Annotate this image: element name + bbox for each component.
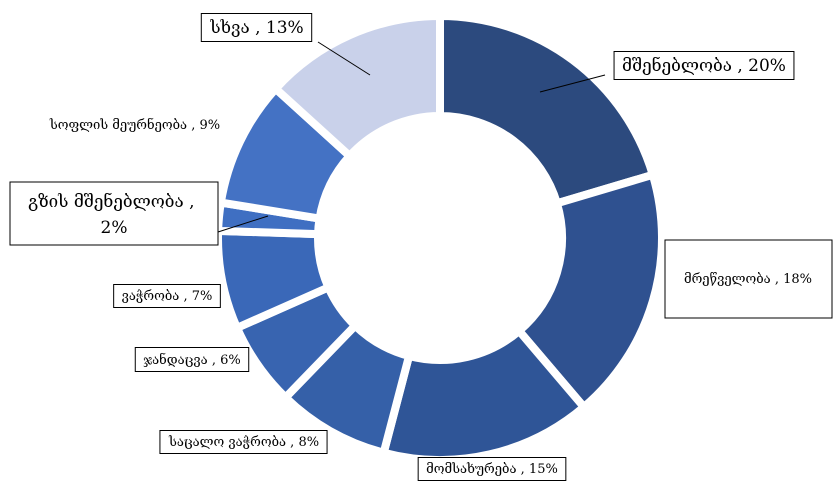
data-label: სხვა , 13% [209,18,303,38]
label-box [9,181,219,246]
data-label: მრეწველობა , 18% [684,272,812,287]
label-value: 2% [101,218,128,238]
donut-slice [270,11,444,162]
leader-line [217,215,269,233]
data-label: გზის მშენებლობა , 2% [28,192,200,238]
data-label: მომსახურება , 15% [426,462,558,477]
label-category: სოფლის მეურნეობა [49,117,187,133]
label-category: სხვა [209,18,249,38]
label-box [134,347,250,372]
label-box [613,51,795,80]
donut-slice [436,11,658,209]
label-value: 13% [266,18,304,38]
label-separator: , [250,18,266,38]
label-category: საცალო ვაჭრობა [168,435,286,450]
label-separator: , [208,353,220,368]
label-box [113,284,221,308]
data-label: საცალო ვაჭრობა , 8% [168,435,319,450]
leader-line [317,41,371,76]
label-category: მშენებლობა [622,56,732,76]
label-value: 9% [199,118,220,133]
donut-slice [378,325,590,464]
data-label: სოფლის მეურნეობა , 9% [49,117,220,133]
label-category: მრეწველობა [684,272,771,287]
label-category: ვაჭრობა [122,289,180,304]
label-box [664,239,833,319]
label-separator: , [179,289,191,304]
label-value: 8% [298,435,319,450]
label-box [417,457,567,481]
label-box [200,13,313,42]
label-separator: , [732,56,748,76]
label-value: 20% [748,56,786,76]
label-value: 18% [783,272,812,287]
label-separator: , [286,435,298,450]
label-separator: , [771,272,783,287]
label-separator: , [517,462,529,477]
label-category: ჯანდაცვა [143,352,207,368]
label-category: მომსახურება [426,462,516,477]
label-value: 15% [529,462,558,477]
label-value: 6% [220,353,241,368]
leader-line [539,74,606,93]
data-label: ჯანდაცვა , 6% [143,352,240,368]
label-separator: , [187,118,199,133]
donut-slice [513,169,666,413]
label-value: 7% [192,289,213,304]
label-separator: , [184,192,200,212]
data-label: მშენებლობა , 20% [622,56,786,76]
data-label: ვაჭრობა , 7% [122,289,213,304]
label-box [159,430,328,454]
label-category: გზის მშენებლობა [28,192,184,212]
